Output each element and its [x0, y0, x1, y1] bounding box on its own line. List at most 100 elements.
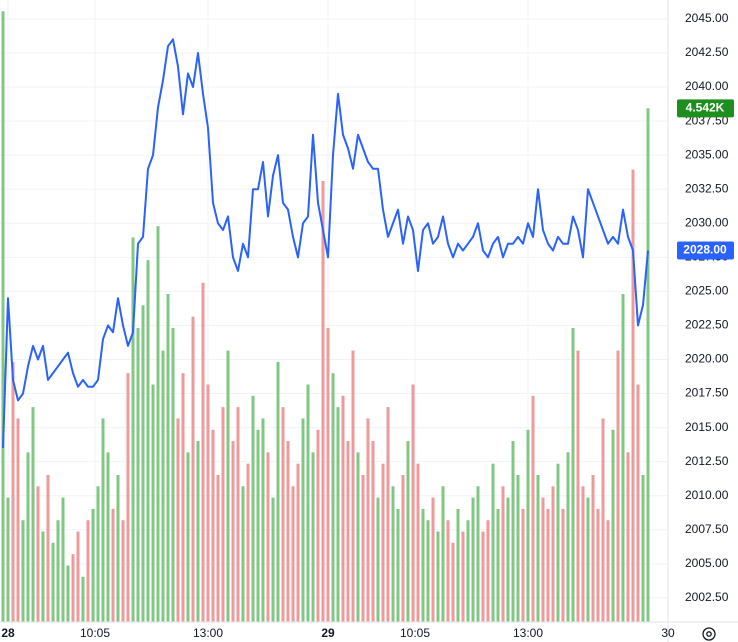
volume-bar: [66, 565, 70, 622]
volume-bar: [586, 497, 590, 622]
volume-bar: [381, 463, 385, 622]
x-tick-label: 13:00: [193, 626, 223, 640]
volume-bar: [221, 407, 225, 622]
volume-bar: [486, 520, 490, 622]
volume-bar: [16, 418, 20, 622]
volume-bar: [241, 486, 245, 622]
volume-bar: [291, 486, 295, 622]
volume-bar: [606, 520, 610, 622]
volume-bar: [436, 531, 440, 622]
volume-bar: [6, 497, 10, 622]
volume-bar: [576, 350, 580, 622]
volume-bar: [126, 373, 130, 622]
volume-bar: [346, 441, 350, 622]
volume-bar: [256, 429, 260, 622]
volume-bar: [86, 520, 90, 622]
y-tick-label: 2032.50: [685, 181, 729, 195]
volume-bar: [611, 429, 615, 622]
volume-bar: [281, 407, 285, 622]
settings-icon[interactable]: [702, 627, 716, 641]
volume-bar: [51, 542, 55, 622]
volume-bar: [56, 520, 60, 622]
y-tick-label: 2010.00: [685, 488, 729, 502]
volume-bar: [151, 384, 155, 622]
volume-bar: [546, 508, 550, 622]
volume-bar: [446, 520, 450, 622]
volume-bar: [136, 327, 140, 622]
volume-bar: [601, 418, 605, 622]
volume-bar: [306, 384, 310, 622]
volume-bar: [426, 520, 430, 622]
volume-bar: [581, 486, 585, 622]
y-tick-label: 2040.00: [685, 79, 729, 93]
volume-bar: [301, 418, 305, 622]
volume-bar: [226, 350, 230, 622]
volume-bar: [461, 531, 465, 622]
volume-bar: [91, 508, 95, 622]
volume-bar: [166, 294, 170, 622]
volume-bar: [366, 418, 370, 622]
volume-bar: [336, 407, 340, 622]
volume-bar: [161, 350, 165, 622]
volume-bar: [401, 474, 405, 622]
volume-bar: [116, 474, 120, 622]
volume-bar: [286, 441, 290, 622]
volume-bar: [406, 441, 410, 622]
volume-bar: [556, 463, 560, 622]
volume-bar: [11, 361, 15, 622]
price-line: [2, 38, 649, 449]
volume-bar: [596, 508, 600, 622]
y-tick-label: 2045.00: [685, 11, 729, 25]
y-tick-label: 2002.50: [685, 590, 729, 604]
y-tick-label: 2007.50: [685, 522, 729, 536]
volume-bar: [371, 441, 375, 622]
volume-bar: [101, 418, 105, 622]
volume-bar: [191, 316, 195, 622]
volume-bar: [351, 350, 355, 622]
volume-bar: [261, 418, 265, 622]
volume-bar: [251, 395, 255, 622]
y-tick-label: 2035.00: [685, 147, 729, 161]
volume-bar: [621, 294, 625, 622]
volume-bar: [521, 508, 525, 622]
volume-bar: [481, 531, 485, 622]
y-tick-label: 2015.00: [685, 420, 729, 434]
volume-bar: [551, 486, 555, 622]
volume-bar: [646, 108, 650, 623]
y-tick-label: 2005.00: [685, 556, 729, 570]
y-tick-label: 2025.00: [685, 284, 729, 298]
x-tick-label: 13:00: [513, 626, 543, 640]
volume-bar: [121, 520, 125, 622]
volume-bar: [181, 373, 185, 622]
volume-bar: [266, 452, 270, 622]
volume-bar: [236, 407, 240, 622]
volume-bar: [491, 463, 495, 622]
last-value-badge: [677, 99, 734, 118]
volume-bar: [231, 441, 235, 622]
axis-labels: 2002.50 2005.00 2007.50 2010.00 2012.50 2015.…: [1, 11, 734, 640]
x-tick-label: 29: [321, 626, 335, 640]
volume-bar: [531, 395, 535, 622]
gear-hub[interactable]: [706, 631, 712, 637]
volume-bar: [311, 452, 315, 622]
volume-bar: [376, 497, 380, 622]
volume-bar: [46, 474, 50, 622]
volume-bar: [111, 508, 115, 622]
volume-bar: [361, 474, 365, 622]
volume-bar: [561, 508, 565, 622]
last-value-badge: [677, 241, 734, 260]
volume-bar: [156, 226, 160, 622]
volume-bar: [211, 429, 215, 622]
x-tick-label: 28: [1, 626, 15, 640]
volume-bar: [316, 429, 320, 622]
y-tick-label: 2030.00: [685, 215, 729, 229]
volume-bar: [476, 486, 480, 622]
volume-bar: [36, 486, 40, 622]
volume-bar: [641, 474, 645, 622]
volume-bar: [21, 520, 25, 622]
volume-bar: [616, 350, 620, 622]
gear[interactable]: [702, 627, 716, 641]
volume-bar: [321, 180, 325, 623]
volume-bar: [246, 463, 250, 622]
volume-bar: [146, 260, 150, 622]
